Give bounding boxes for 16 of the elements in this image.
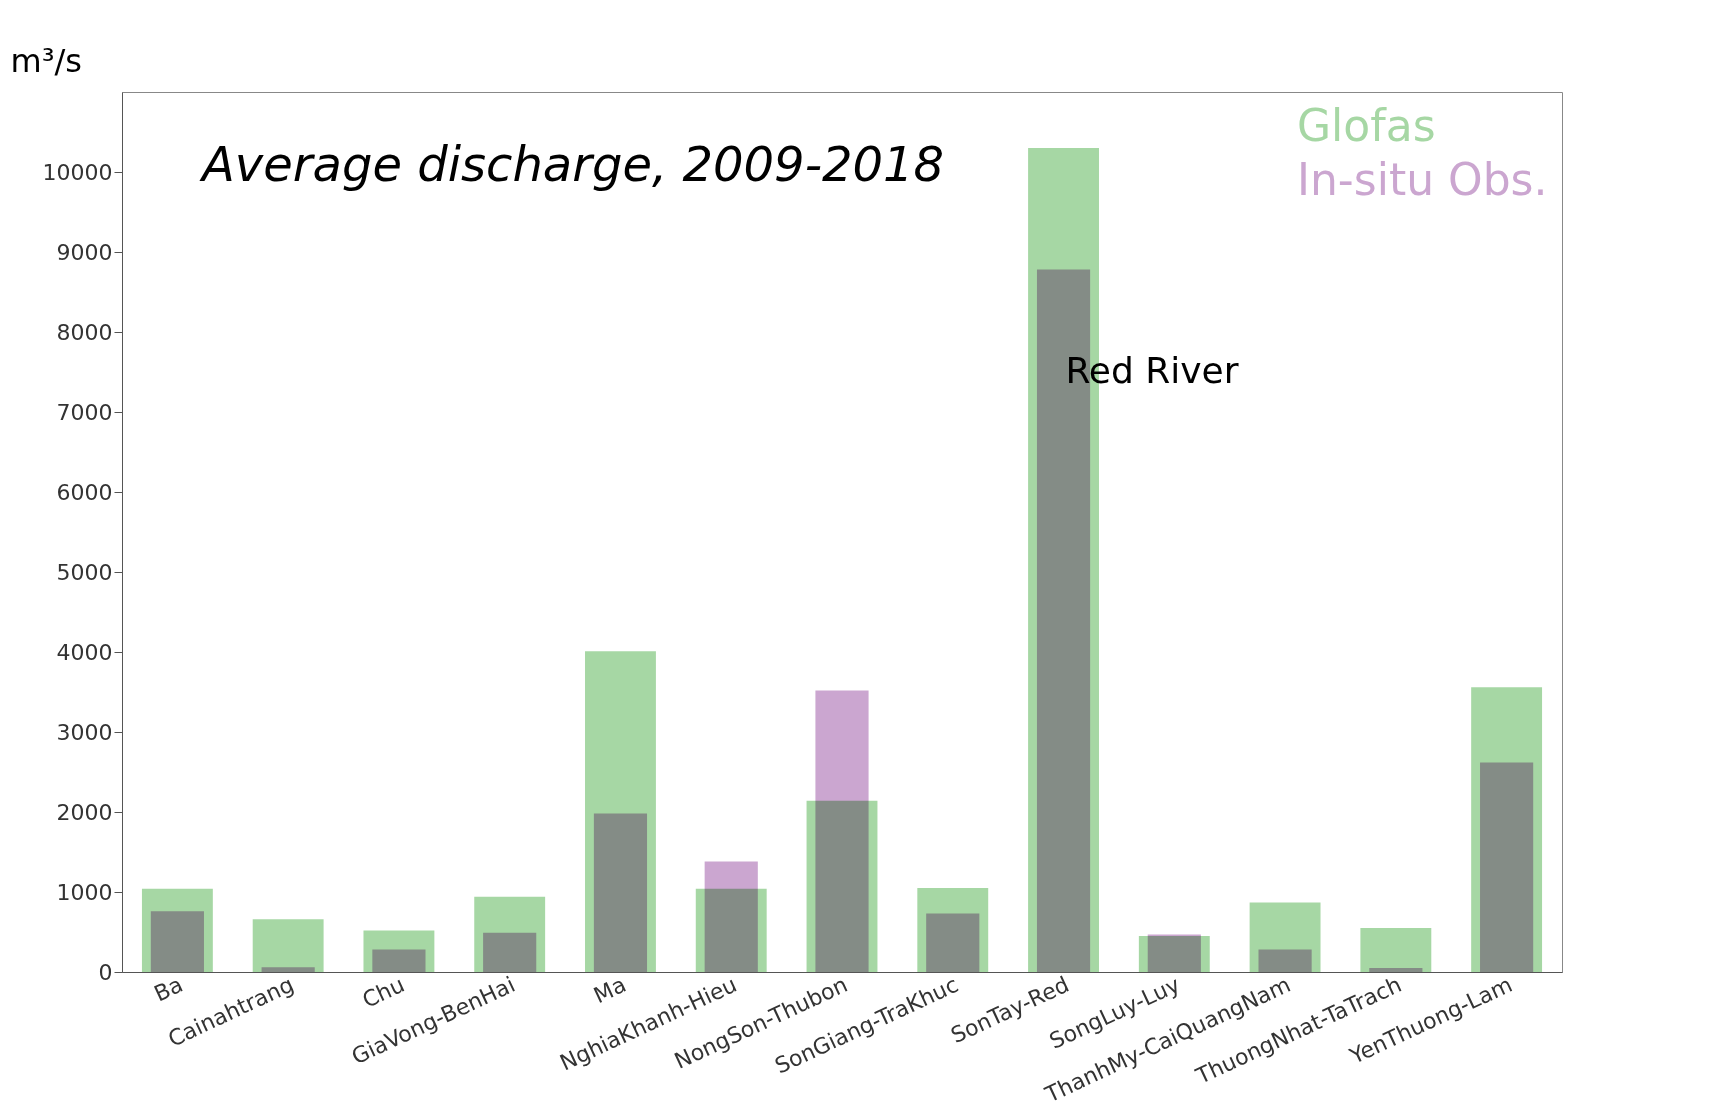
y-tick-label: 10000 <box>42 159 113 185</box>
text: Average discharge, 2009-2018 <box>199 136 945 192</box>
y-tick-label: 6000 <box>56 479 113 505</box>
y-tick-label: 8000 <box>56 319 113 345</box>
text: In-situ Obs. <box>1297 154 1548 205</box>
y-tick-label: 0 <box>98 959 113 985</box>
y-tick-label: 2000 <box>56 799 113 825</box>
y-tick-label: 4000 <box>56 639 113 665</box>
y-tick-label: 9000 <box>56 239 113 265</box>
y-axis-title: m³/s <box>10 41 82 80</box>
y-tick-label: 5000 <box>56 559 113 585</box>
annotation: Red River <box>1065 350 1239 391</box>
y-tick-label: 3000 <box>56 719 113 745</box>
text: Glofas <box>1297 100 1436 151</box>
y-tick-label: 7000 <box>56 399 113 425</box>
y-tick-label: 1000 <box>56 879 113 905</box>
